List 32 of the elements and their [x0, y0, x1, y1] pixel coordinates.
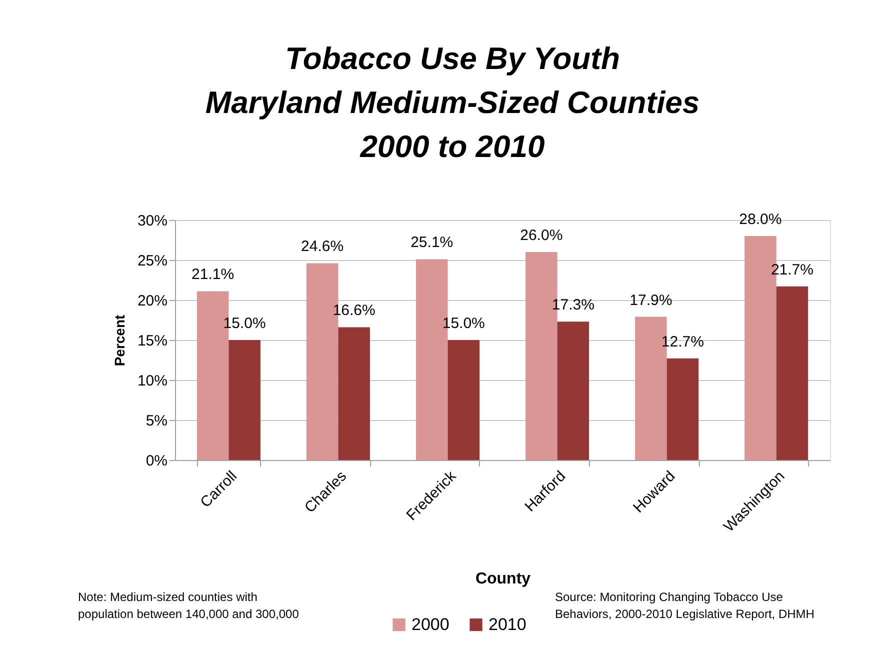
x-axis-title: County [475, 570, 531, 588]
y-tick-label: 30% [137, 212, 168, 230]
y-tick-label: 10% [137, 372, 168, 390]
y-tick-label: 15% [137, 332, 168, 350]
data-label: 21.7% [770, 261, 814, 278]
y-tick-label: 20% [137, 292, 168, 310]
data-label: 15.0% [223, 315, 266, 332]
data-label: 12.7% [661, 333, 704, 350]
bar [776, 286, 808, 460]
data-label: 17.9% [630, 292, 672, 309]
data-label: 17.3% [552, 296, 594, 314]
bar [228, 340, 260, 460]
legend-label: 2000 [412, 614, 450, 634]
chart-title: Tobacco Use By Youth Maryland Medium-Sized Counties 2000 to 2010 [205, 41, 700, 164]
text: Note: Medium-sized counties with population between 140,000 and 300,000 [78, 590, 300, 621]
data-label: 28.0% [739, 211, 782, 228]
data-label: 24.6% [301, 238, 344, 256]
bar [338, 327, 370, 460]
bar [557, 322, 590, 460]
bar [666, 358, 699, 460]
y-axis-title: Percent [111, 314, 128, 366]
bar [448, 340, 480, 460]
source-note: Source: Monitoring Changing Tobacco Use Behaviors, 2000-2010 Legislative Report, DHMH [555, 590, 814, 621]
y-tick-label: 25% [137, 252, 168, 270]
data-label: 21.1% [192, 266, 234, 284]
data-label: 16.6% [332, 302, 376, 320]
data-label: 15.0% [442, 315, 485, 332]
data-label: 26.0% [520, 227, 563, 244]
y-tick-label: 0% [146, 452, 168, 470]
y-tick-label: 5% [146, 412, 168, 430]
data-label: 25.1% [410, 234, 454, 252]
legend-label: 2010 [488, 614, 526, 634]
